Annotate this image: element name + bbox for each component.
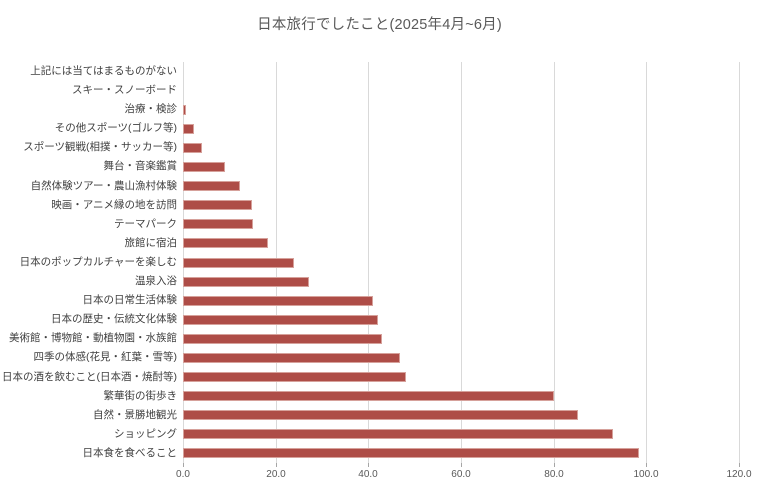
bar (183, 104, 187, 115)
bar (183, 142, 203, 153)
value-axis: 0.0 20.0 40.0 60.0 80.0 100.0 120.0 (176, 469, 759, 485)
bar (183, 162, 226, 173)
axis-tick (183, 463, 184, 467)
bar (183, 372, 406, 383)
category-label: 日本の酒を飲むこと(日本酒・焼酎等) (2, 370, 177, 383)
bar (183, 219, 253, 230)
bar (183, 181, 241, 192)
category-label: 美術館・博物館・動植物園・水族館 (9, 332, 177, 345)
axis-tick (739, 463, 740, 467)
gridline (554, 62, 555, 463)
bar (183, 429, 613, 440)
category-label: 日本の日常生活体験 (82, 294, 178, 307)
gridline (368, 62, 369, 463)
x-axis-tick-label: 120.0 (726, 469, 752, 480)
bar (183, 352, 400, 363)
bar (183, 333, 383, 344)
x-axis-tick-label: 40.0 (358, 469, 378, 480)
category-label: 治療・検診 (124, 103, 178, 116)
category-label: 自然体験ツアー・農山漁村体験 (30, 179, 177, 192)
category-label: 日本の歴史・伝統文化体験 (51, 313, 177, 326)
bar (183, 200, 253, 211)
category-label: 日本食を食べること (82, 446, 178, 459)
x-axis-tick-label: 100.0 (633, 469, 659, 480)
gridline (461, 62, 462, 463)
category-label: 四季の体感(花見・紅葉・雪等) (33, 351, 178, 364)
bar (183, 410, 578, 421)
bar (183, 276, 310, 287)
gridline (739, 62, 740, 463)
x-axis-tick-label: 60.0 (451, 469, 471, 480)
axis-tick (368, 463, 369, 467)
category-label: その他スポーツ(ゴルフ等) (54, 122, 177, 135)
category-label: 自然・景勝地観光 (93, 408, 177, 421)
category-label: スキー・スノーボード (72, 84, 177, 97)
gridline (646, 62, 647, 463)
axis-tick (646, 463, 647, 467)
category-label: 上記には当てはまるものがない (30, 65, 177, 77)
plot-area (183, 62, 740, 467)
bar (183, 257, 294, 268)
bar (183, 295, 373, 306)
category-label: 繁華街の街歩き (103, 389, 178, 402)
category-label: 映画・アニメ縁の地を訪問 (51, 198, 177, 211)
category-label: ショッピング (114, 427, 177, 440)
axis-tick (276, 463, 277, 467)
category-axis: 上記には当てはまるものがないスキー・スノーボード治療・検診その他スポーツ(ゴルフ… (0, 62, 177, 463)
x-axis-tick-label: 20.0 (266, 469, 286, 480)
bar (183, 391, 554, 402)
axis-tick (554, 463, 555, 467)
x-axis-tick-label: 0.0 (176, 469, 190, 480)
bar (183, 448, 639, 459)
axis-tick (461, 463, 462, 467)
bar (183, 238, 268, 249)
bar (183, 123, 195, 134)
chart-title: 日本旅行でしたこと(2025年4月~6月) (257, 17, 502, 33)
category-label: 日本のポップカルチャーを楽しむ (19, 255, 177, 268)
category-label: スポーツ観戦(相撲・サッカー等) (23, 141, 177, 154)
category-label: 温泉入浴 (135, 275, 177, 288)
bar (183, 314, 379, 325)
category-label: 舞台・音楽鑑賞 (103, 160, 178, 173)
category-label: 旅館に宿泊 (124, 236, 178, 249)
x-axis-tick-label: 80.0 (544, 469, 564, 480)
category-label: テーマパーク (114, 217, 177, 230)
